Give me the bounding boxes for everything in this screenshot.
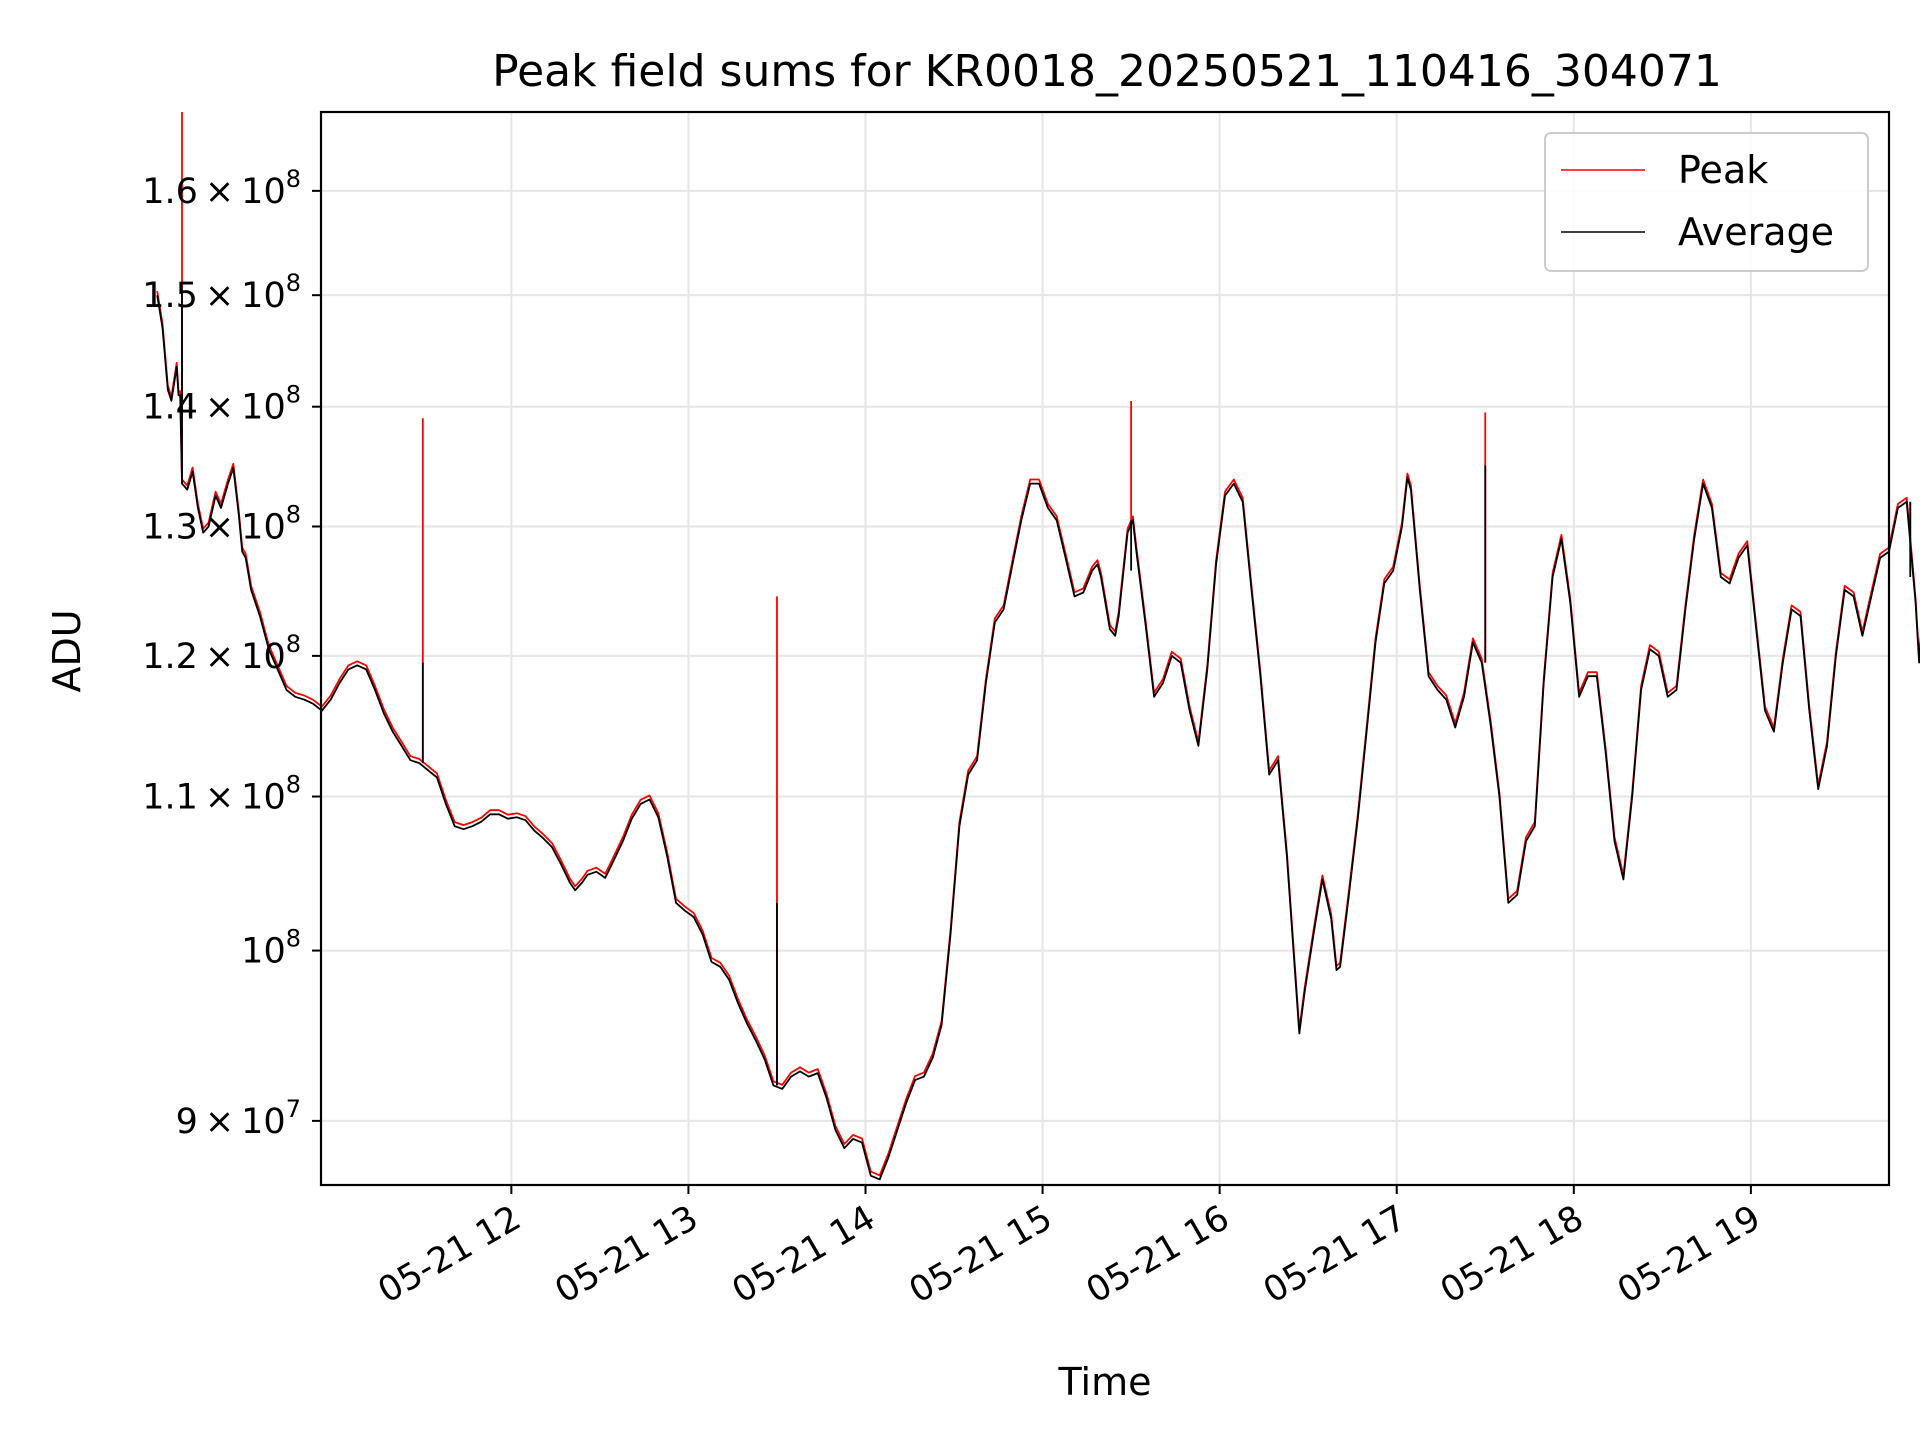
y-tick-label: 1.2 × 108 xyxy=(142,630,301,677)
y-axis-label: ADU xyxy=(45,609,89,692)
y-tick-label: 1.1 × 108 xyxy=(142,771,301,818)
y-tick-label: 1.4 × 108 xyxy=(142,381,301,428)
y-tick-label: 108 xyxy=(241,925,301,972)
y-tick-label: 1.3 × 108 xyxy=(142,500,301,547)
chart-title: Peak field sums for KR0018_20250521_1104… xyxy=(492,46,1722,97)
legend-peak-label: Peak xyxy=(1678,148,1768,192)
series-average-line xyxy=(156,295,1920,1181)
x-axis-label: Time xyxy=(1058,1360,1152,1404)
y-tick-label: 9 × 107 xyxy=(176,1095,301,1142)
y-tick-label: 1.5 × 108 xyxy=(142,269,301,316)
legend: Peak Average xyxy=(1544,132,1869,272)
legend-average-label: Average xyxy=(1678,210,1834,254)
y-tick-label: 1.6 × 108 xyxy=(142,165,301,212)
y-axis-ticks: 9 × 107 108 1.1 × 108 1.2 × 108 1.3 × 108 1.4… xyxy=(142,165,321,1142)
plot-area xyxy=(156,112,1920,1181)
axes-frame xyxy=(319,110,1891,1187)
legend-box xyxy=(1544,132,1869,272)
